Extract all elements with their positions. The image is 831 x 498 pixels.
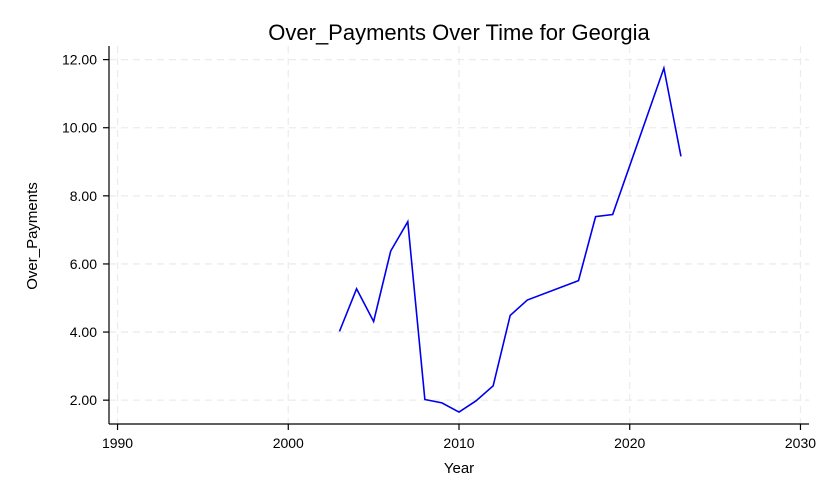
x-tick-label: 2010 [443,435,474,451]
y-axis-label: Over_Payments [24,182,41,290]
x-tick-label: 2000 [273,435,304,451]
grid [109,46,809,424]
y-tick-label: 10.00 [62,120,97,136]
x-tick-label: 2020 [614,435,645,451]
axes [108,46,809,425]
y-tick-label: 8.00 [70,188,97,204]
series [338,65,682,414]
chart-title: Over_Payments Over Time for Georgia [268,20,650,45]
y-tick-label: 4.00 [70,324,97,340]
x-axis-label: Year [444,460,474,477]
y-axis-ticks: 2.00 4.00 6.00 8.00 10.00 12.00 [62,52,109,408]
y-tick-label: 2.00 [70,392,97,408]
x-tick-label: 1990 [102,435,133,451]
series-line [338,65,682,414]
y-tick-label: 6.00 [70,256,97,272]
x-axis-ticks: 1990 2000 2010 2020 2030 [102,424,816,451]
y-tick-label: 12.00 [62,52,97,68]
x-tick-label: 2030 [785,435,816,451]
